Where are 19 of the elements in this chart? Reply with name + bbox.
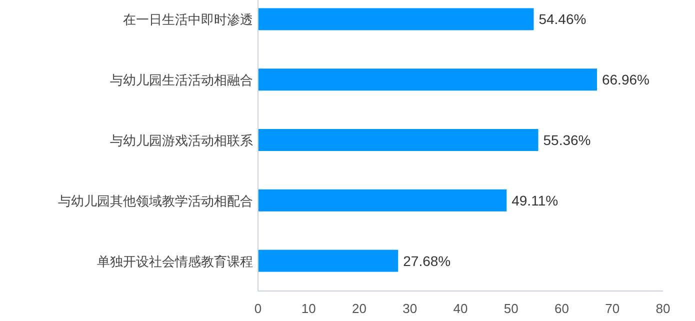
x-tick-label: 50 <box>504 301 518 316</box>
y-tick-label: 与幼儿园游戏活动相联系 <box>110 133 253 148</box>
x-tick-label: 40 <box>453 301 468 316</box>
x-tick-label: 70 <box>605 301 620 316</box>
x-tick-label: 30 <box>402 301 418 316</box>
x-tick-label: 0 <box>254 301 262 316</box>
y-tick-label: 单独开设社会情感教育课程 <box>97 254 253 269</box>
y-tick-label: 与幼儿园其他领域教学活动相配合 <box>58 193 253 208</box>
y-tick-label: 与幼儿园生活活动相融合 <box>110 72 253 88</box>
x-tick-label: 80 <box>656 301 670 316</box>
y-tick-label: 在一日生活中即时渗透 <box>123 12 253 28</box>
x-tick-label: 20 <box>352 301 366 316</box>
data-label: 55.36% <box>543 132 591 148</box>
x-tick-label: 60 <box>554 301 569 316</box>
data-label: 54.46% <box>538 11 586 28</box>
data-label: 27.68% <box>403 252 451 269</box>
data-label: 49.11% <box>512 192 558 208</box>
data-label: 66.96% <box>602 72 650 88</box>
x-tick-label: 10 <box>301 301 316 316</box>
